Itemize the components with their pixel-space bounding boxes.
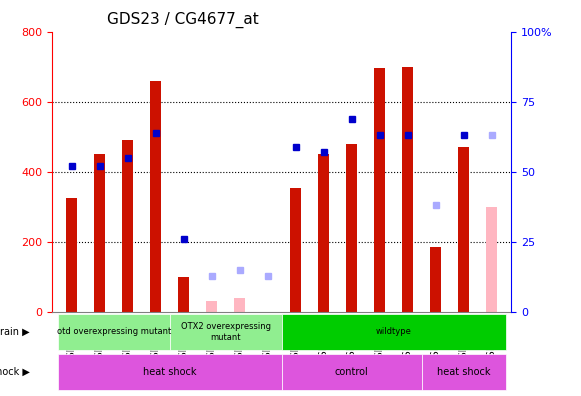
Text: otd overexpressing mutant: otd overexpressing mutant — [57, 327, 171, 337]
FancyBboxPatch shape — [170, 314, 282, 350]
Text: heat shock: heat shock — [437, 367, 490, 377]
Text: control: control — [335, 367, 368, 377]
Text: OTX2 overexpressing
mutant: OTX2 overexpressing mutant — [181, 322, 271, 342]
Text: GDS23 / CG4677_at: GDS23 / CG4677_at — [107, 11, 259, 28]
FancyBboxPatch shape — [422, 354, 505, 390]
Bar — [458, 147, 469, 312]
Bar — [318, 154, 329, 312]
Bar — [234, 298, 245, 312]
Text: shock ▶: shock ▶ — [0, 367, 30, 377]
Bar — [430, 247, 442, 312]
FancyBboxPatch shape — [282, 354, 422, 390]
Bar — [178, 277, 189, 312]
Bar — [94, 154, 106, 312]
Bar — [206, 301, 217, 312]
Text: strain ▶: strain ▶ — [0, 327, 30, 337]
Bar — [122, 140, 134, 312]
FancyBboxPatch shape — [282, 314, 505, 350]
Text: wildtype: wildtype — [376, 327, 412, 337]
FancyBboxPatch shape — [58, 354, 282, 390]
Bar — [66, 198, 77, 312]
Text: heat shock: heat shock — [143, 367, 196, 377]
Bar — [486, 207, 497, 312]
Bar — [346, 144, 357, 312]
Bar — [374, 69, 385, 312]
Bar — [402, 67, 413, 312]
Bar — [150, 81, 162, 312]
FancyBboxPatch shape — [58, 314, 170, 350]
Bar — [290, 188, 302, 312]
